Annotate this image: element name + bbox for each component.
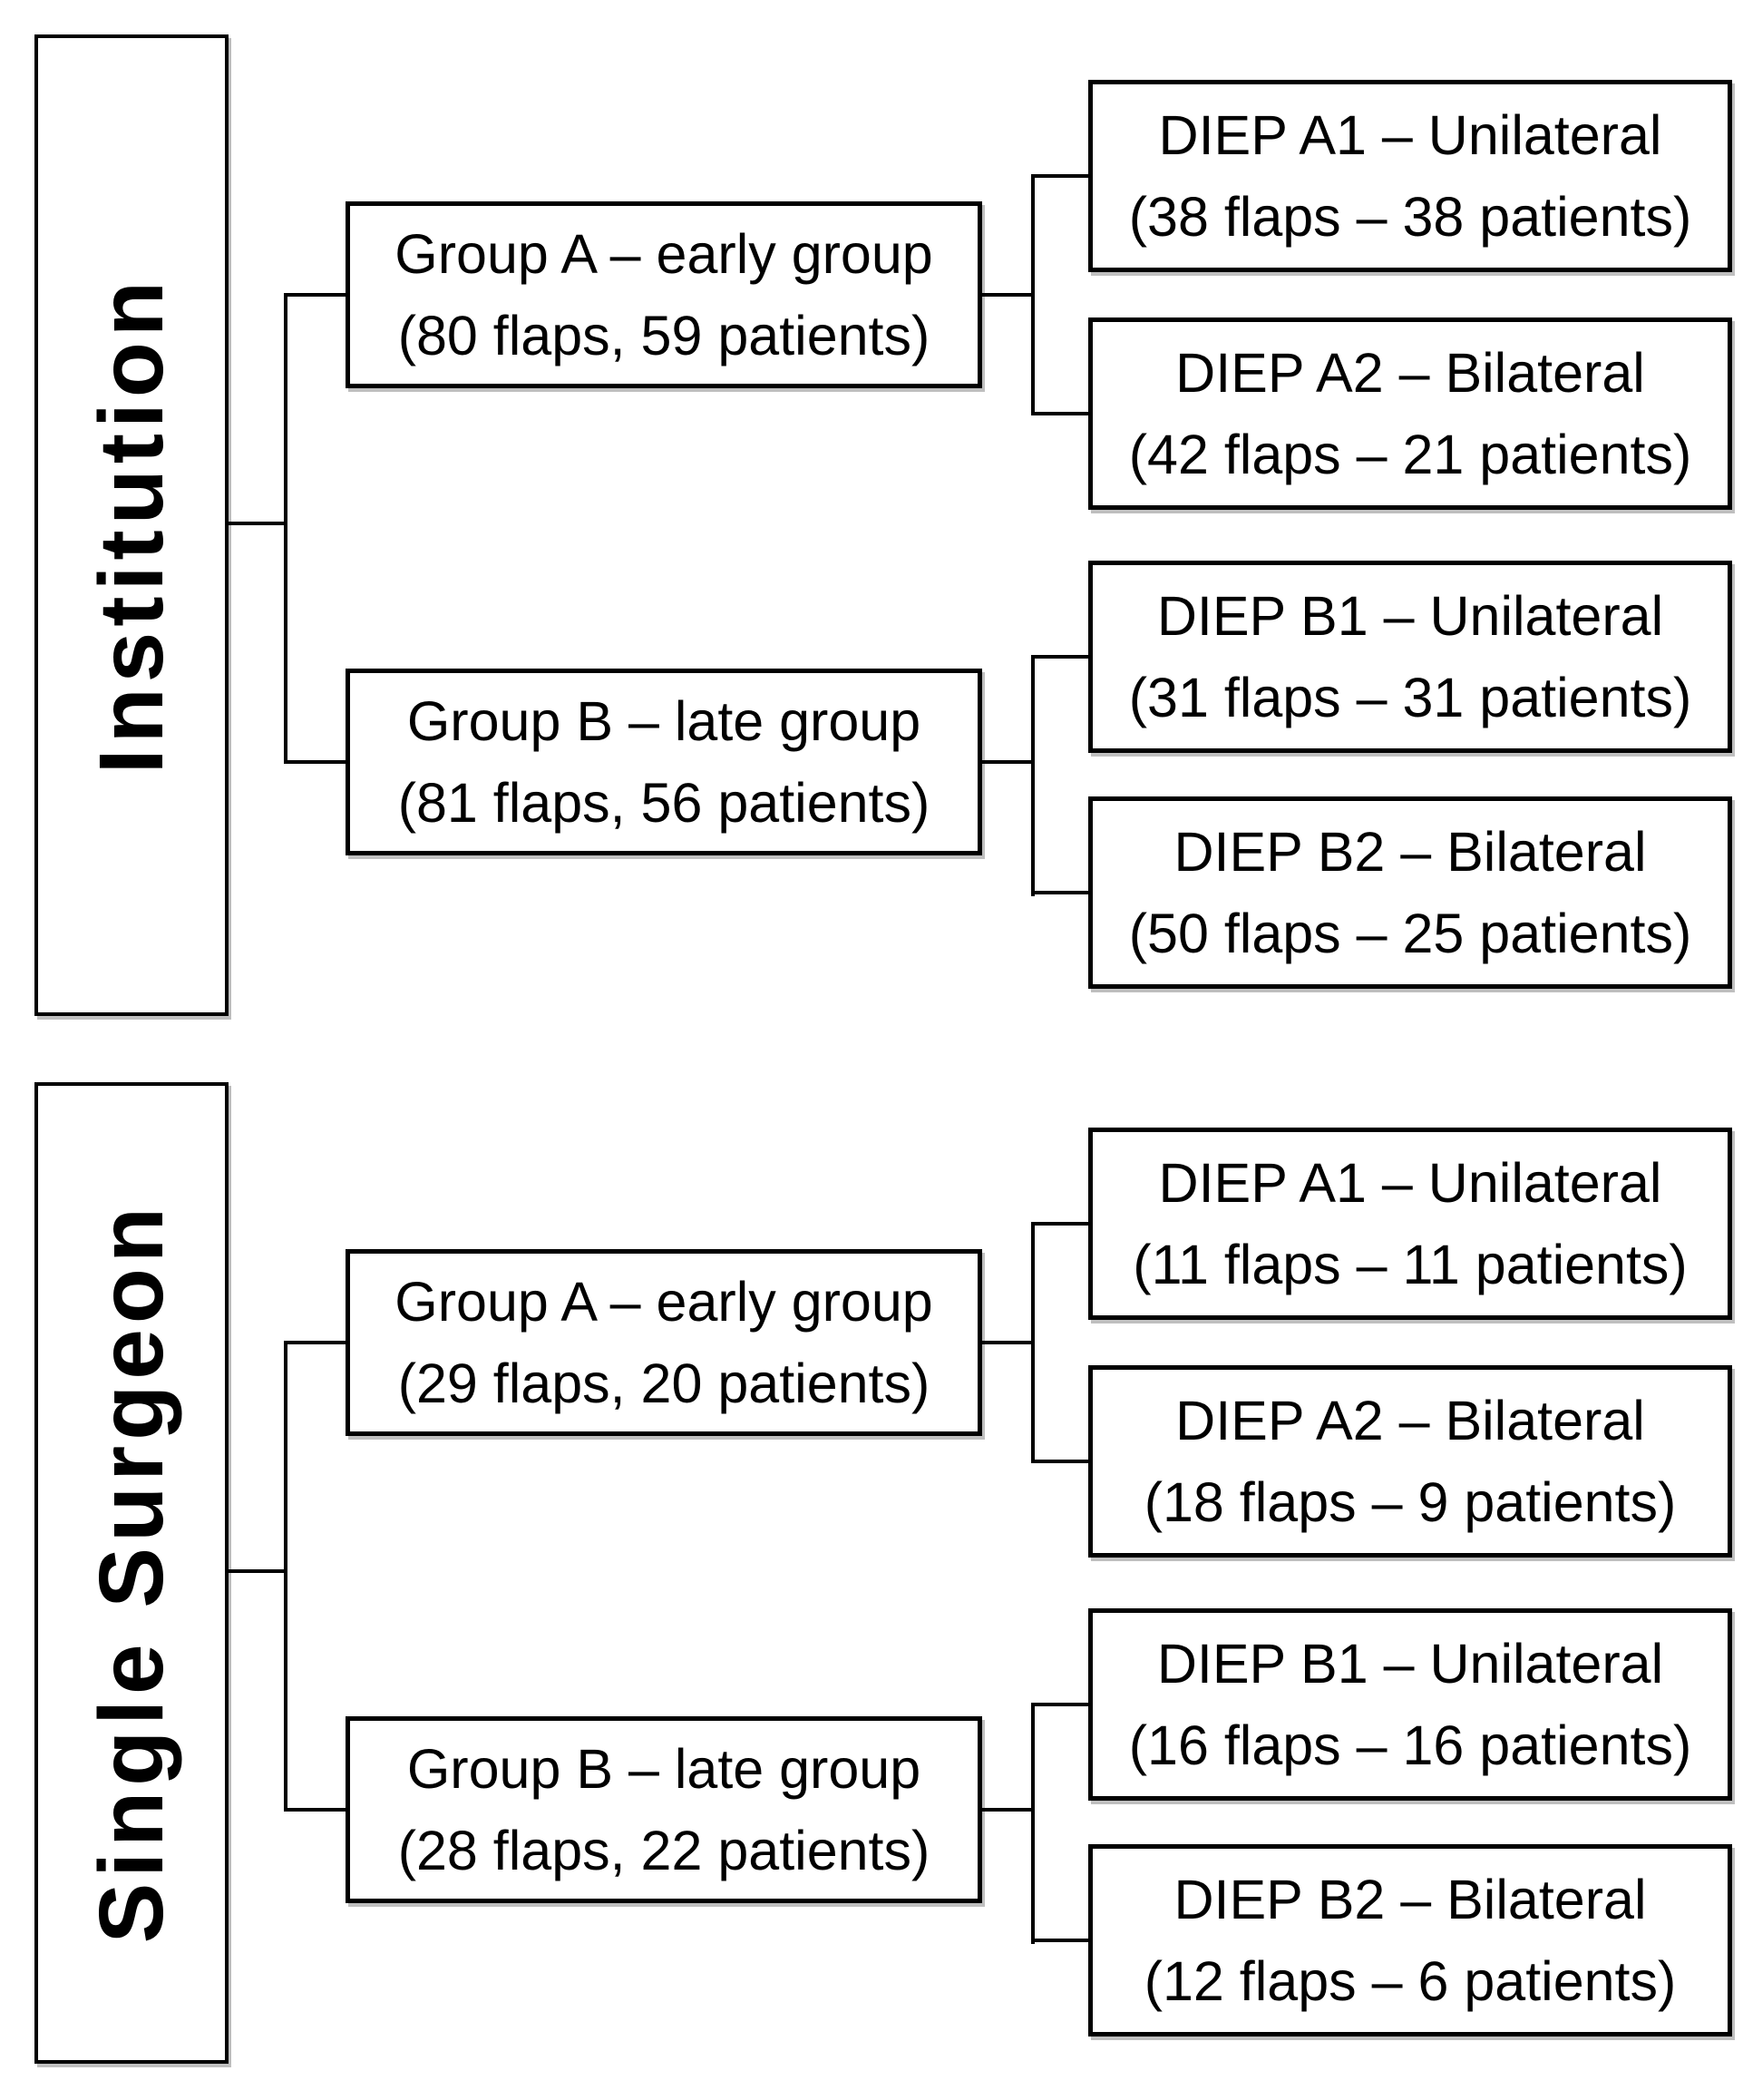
connector-surgeon-diepB2-stub (1031, 1939, 1090, 1942)
connector-institution-groupB-stub (284, 760, 347, 764)
institution-root-box: Institution (34, 34, 229, 1016)
connector-institution-diepA2-stub (1031, 412, 1090, 415)
institution-diep-a1-subtitle: (38 flaps – 38 patients) (1128, 186, 1692, 248)
connector-institution-root-vertical (284, 293, 287, 764)
connector-surgeon-root-vertical (284, 1341, 287, 1812)
single-surgeon-root-box: Single Surgeon (34, 1082, 229, 2064)
institution-diep-b1-title: DIEP B1 – Unilateral (1156, 584, 1664, 647)
connector-institution-groupB-horizontal (980, 760, 1035, 764)
institution-root-label: Institution (81, 276, 182, 775)
institution-diep-a2-title: DIEP A2 – Bilateral (1175, 341, 1645, 404)
surgeon-diep-a2-title: DIEP A2 – Bilateral (1175, 1389, 1645, 1451)
surgeon-diep-a2-subtitle: (18 flaps – 9 patients) (1144, 1471, 1677, 1533)
institution-diep-a2-box: DIEP A2 – Bilateral (42 flaps – 21 patie… (1088, 317, 1732, 510)
surgeon-diep-a1-subtitle: (11 flaps – 11 patients) (1133, 1234, 1688, 1295)
connector-institution-root-horizontal (227, 522, 286, 525)
connector-institution-diepA1-stub (1031, 174, 1090, 178)
surgeon-group-a-subtitle: (29 flaps, 20 patients) (397, 1353, 930, 1414)
connector-surgeon-groupA-vertical (1031, 1222, 1035, 1463)
connector-surgeon-groupA-stub (284, 1341, 347, 1344)
surgeon-diep-b2-title: DIEP B2 – Bilateral (1173, 1868, 1647, 1930)
single-surgeon-root-label: Single Surgeon (81, 1202, 182, 1944)
connector-surgeon-groupB-vertical (1031, 1703, 1035, 1944)
institution-diep-a1-title: DIEP A1 – Unilateral (1158, 103, 1662, 166)
connector-surgeon-diepA1-stub (1031, 1222, 1090, 1226)
connector-surgeon-diepB1-stub (1031, 1703, 1090, 1706)
surgeon-group-b-box: Group B – late group (28 flaps, 22 patie… (346, 1716, 982, 1903)
surgeon-group-b-subtitle: (28 flaps, 22 patients) (397, 1820, 930, 1881)
surgeon-group-b-title: Group B – late group (406, 1737, 921, 1800)
connector-surgeon-diepA2-stub (1031, 1460, 1090, 1463)
institution-diep-b2-title: DIEP B2 – Bilateral (1173, 820, 1647, 883)
institution-diep-b2-box: DIEP B2 – Bilateral (50 flaps – 25 patie… (1088, 796, 1732, 989)
connector-institution-diepB1-stub (1031, 655, 1090, 659)
surgeon-diep-b2-subtitle: (12 flaps – 6 patients) (1144, 1950, 1677, 2012)
surgeon-diep-b1-subtitle: (16 flaps – 16 patients) (1128, 1714, 1692, 1776)
institution-diep-b1-box: DIEP B1 – Unilateral (31 flaps – 31 pati… (1088, 561, 1732, 753)
connector-surgeon-groupA-horizontal (980, 1341, 1035, 1344)
surgeon-diep-a1-title: DIEP A1 – Unilateral (1158, 1151, 1662, 1214)
institution-diep-b2-subtitle: (50 flaps – 25 patients) (1128, 903, 1692, 964)
surgeon-diep-a1-box: DIEP A1 – Unilateral (11 flaps – 11 pati… (1088, 1128, 1732, 1320)
institution-group-b-title: Group B – late group (406, 689, 921, 752)
surgeon-diep-b1-box: DIEP B1 – Unilateral (16 flaps – 16 pati… (1088, 1608, 1732, 1801)
surgeon-diep-b1-title: DIEP B1 – Unilateral (1156, 1632, 1664, 1695)
connector-institution-diepB2-stub (1031, 891, 1090, 894)
connector-institution-groupA-vertical (1031, 174, 1035, 415)
surgeon-group-a-box: Group A – early group (29 flaps, 20 pati… (346, 1249, 982, 1436)
connector-institution-groupB-vertical (1031, 655, 1035, 896)
institution-group-b-box: Group B – late group (81 flaps, 56 patie… (346, 669, 982, 855)
surgeon-group-a-title: Group A – early group (394, 1270, 933, 1333)
institution-group-a-box: Group A – early group (80 flaps, 59 pati… (346, 201, 982, 388)
institution-diep-a1-box: DIEP A1 – Unilateral (38 flaps – 38 pati… (1088, 80, 1732, 272)
institution-group-b-subtitle: (81 flaps, 56 patients) (397, 772, 930, 834)
connector-surgeon-groupB-horizontal (980, 1808, 1035, 1812)
connector-surgeon-groupB-stub (284, 1808, 347, 1812)
connector-institution-groupA-stub (284, 293, 347, 297)
surgeon-diep-a2-box: DIEP A2 – Bilateral (18 flaps – 9 patien… (1088, 1365, 1732, 1558)
institution-group-a-title: Group A – early group (394, 222, 933, 285)
connector-surgeon-root-horizontal (227, 1569, 286, 1573)
institution-diep-b1-subtitle: (31 flaps – 31 patients) (1128, 667, 1692, 728)
institution-group-a-subtitle: (80 flaps, 59 patients) (397, 305, 930, 366)
institution-diep-a2-subtitle: (42 flaps – 21 patients) (1128, 424, 1692, 485)
surgeon-diep-b2-box: DIEP B2 – Bilateral (12 flaps – 6 patien… (1088, 1844, 1732, 2037)
connector-institution-groupA-horizontal (980, 293, 1035, 297)
